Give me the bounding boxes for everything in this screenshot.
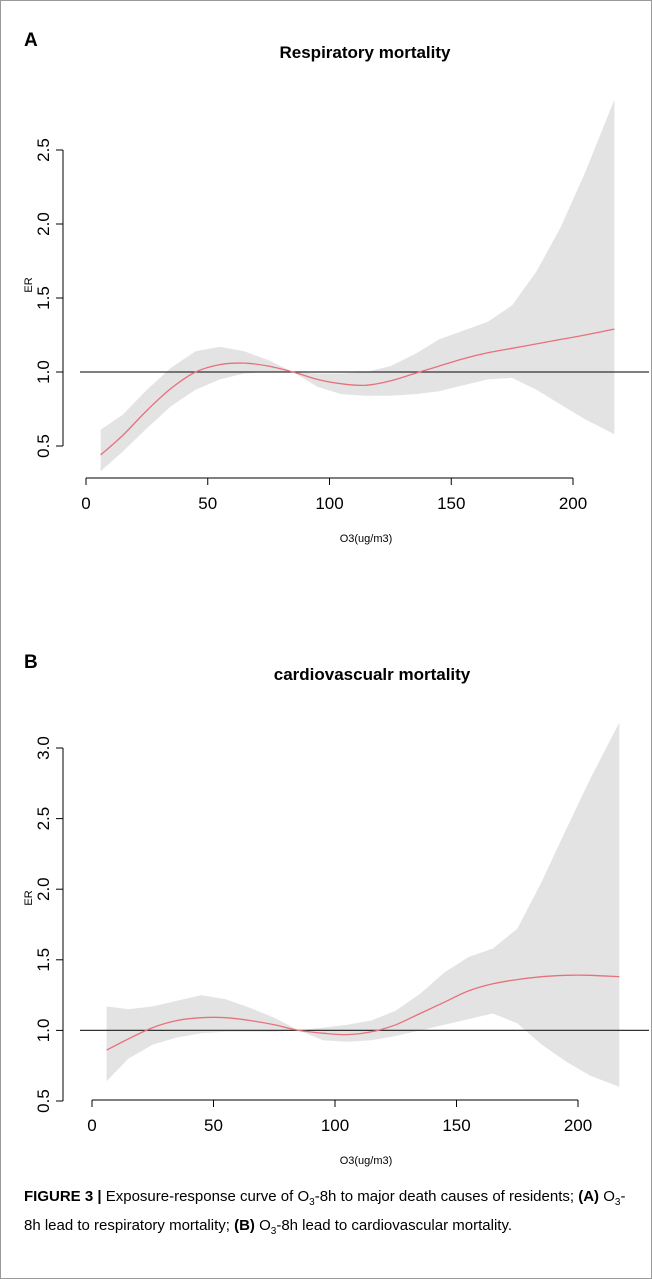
caption-text: Exposure-response curve of O	[105, 1188, 310, 1205]
x-tick-label: 50	[198, 494, 217, 513]
y-tick-label: 1.0	[34, 1019, 53, 1043]
y-tick-label: 0.5	[34, 434, 53, 458]
caption-text: O	[599, 1188, 615, 1205]
caption-panel-a: (A)	[578, 1188, 600, 1205]
y-tick-label: 2.5	[34, 138, 53, 162]
chart-title-b: cardiovascualr mortality	[273, 665, 471, 684]
caption-text: -8h to major death causes of	[314, 1188, 505, 1205]
y-tick-label: 2.0	[34, 212, 53, 236]
y-tick-label: 0.5	[34, 1089, 53, 1113]
caption-panel-b: (B)	[234, 1217, 255, 1234]
caption-sub: 3	[309, 1197, 315, 1208]
x-tick-label: 0	[81, 494, 90, 513]
caption-sub: 3	[270, 1226, 277, 1237]
chart-title-a: Respiratory mortality	[279, 43, 451, 62]
y-tick-label: 1.5	[34, 286, 53, 310]
caption-text: -8h lead to	[276, 1217, 348, 1234]
confidence-band	[106, 722, 620, 1087]
x-tick-label: 100	[315, 494, 343, 513]
caption-text: O	[254, 1217, 271, 1234]
x-axis-label: O3(ug/m3)	[340, 533, 393, 545]
x-tick-label: 0	[87, 1116, 96, 1135]
panel-letter-b: B	[24, 652, 38, 673]
x-tick-label: 200	[559, 494, 587, 513]
x-tick-label: 150	[442, 1116, 470, 1135]
y-tick-label: 1.5	[34, 948, 53, 972]
caption-label: FIGURE 3 |	[24, 1188, 102, 1205]
y-tick-label: 3.0	[34, 736, 53, 760]
y-tick-label: 1.0	[34, 360, 53, 384]
y-axis-label: ER	[23, 890, 35, 905]
x-tick-label: 50	[204, 1116, 223, 1135]
chart-b: 0 50 100 150 200 O3(ug/m3) 0.5 1.0 1.5 2.0 2.5 3.0 E…	[23, 722, 649, 1167]
x-tick-label: 100	[321, 1116, 349, 1135]
x-tick-label: 150	[437, 494, 465, 513]
confidence-band	[100, 99, 615, 472]
x-axis-label: O3(ug/m3)	[340, 1155, 393, 1167]
y-axis-label: ER	[23, 277, 35, 292]
figure-caption: FIGURE 3 | Exposure-response curve of O3…	[24, 1185, 634, 1243]
estimate-curve	[100, 328, 615, 456]
panel-letter-a: A	[24, 30, 38, 51]
estimate-curve	[106, 974, 620, 1051]
y-tick-label: 2.0	[34, 877, 53, 901]
caption-text: residents;	[509, 1188, 579, 1205]
y-tick-label: 2.5	[34, 807, 53, 831]
caption-sub: 3	[614, 1197, 621, 1208]
x-tick-label: 200	[564, 1116, 592, 1135]
caption-text: cardiovascular mortality.	[351, 1217, 512, 1234]
chart-a: 0 50 100 150 200 O3(ug/m3) 0.5 1.0 1.5 2.0 2.5 ER	[23, 99, 649, 545]
caption-text: -8h lead to respiratory mortality;	[24, 1188, 626, 1234]
